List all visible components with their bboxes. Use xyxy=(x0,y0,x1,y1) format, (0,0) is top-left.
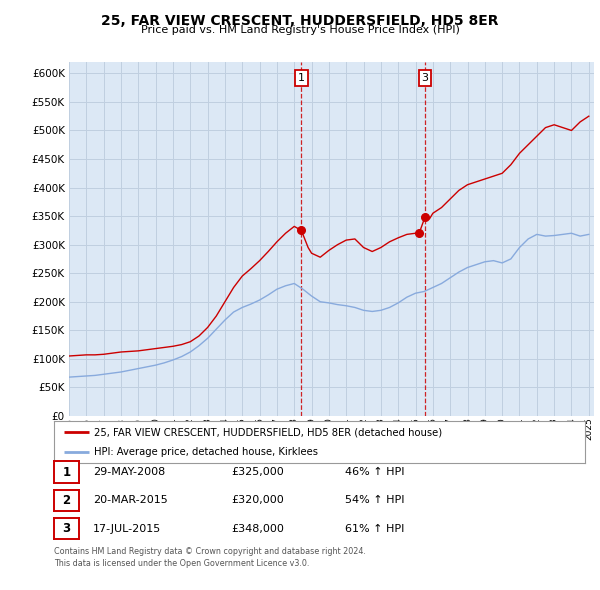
Text: Contains HM Land Registry data © Crown copyright and database right 2024.: Contains HM Land Registry data © Crown c… xyxy=(54,548,366,556)
Text: Price paid vs. HM Land Registry's House Price Index (HPI): Price paid vs. HM Land Registry's House … xyxy=(140,25,460,35)
Text: 25, FAR VIEW CRESCENT, HUDDERSFIELD, HD5 8ER (detached house): 25, FAR VIEW CRESCENT, HUDDERSFIELD, HD5… xyxy=(94,427,442,437)
Text: 54% ↑ HPI: 54% ↑ HPI xyxy=(345,496,404,505)
Text: 2: 2 xyxy=(62,494,71,507)
Text: 46% ↑ HPI: 46% ↑ HPI xyxy=(345,467,404,477)
Text: £348,000: £348,000 xyxy=(231,524,284,533)
Text: This data is licensed under the Open Government Licence v3.0.: This data is licensed under the Open Gov… xyxy=(54,559,310,568)
Text: HPI: Average price, detached house, Kirklees: HPI: Average price, detached house, Kirk… xyxy=(94,447,318,457)
Text: £320,000: £320,000 xyxy=(231,496,284,505)
Text: 29-MAY-2008: 29-MAY-2008 xyxy=(93,467,165,477)
Text: £325,000: £325,000 xyxy=(231,467,284,477)
Text: 25, FAR VIEW CRESCENT, HUDDERSFIELD, HD5 8ER: 25, FAR VIEW CRESCENT, HUDDERSFIELD, HD5… xyxy=(101,14,499,28)
Text: 17-JUL-2015: 17-JUL-2015 xyxy=(93,524,161,533)
Text: 1: 1 xyxy=(298,73,305,83)
Text: 61% ↑ HPI: 61% ↑ HPI xyxy=(345,524,404,533)
Text: 3: 3 xyxy=(421,73,428,83)
Text: 20-MAR-2015: 20-MAR-2015 xyxy=(93,496,168,505)
Text: 1: 1 xyxy=(62,466,71,478)
Text: 3: 3 xyxy=(62,522,71,535)
